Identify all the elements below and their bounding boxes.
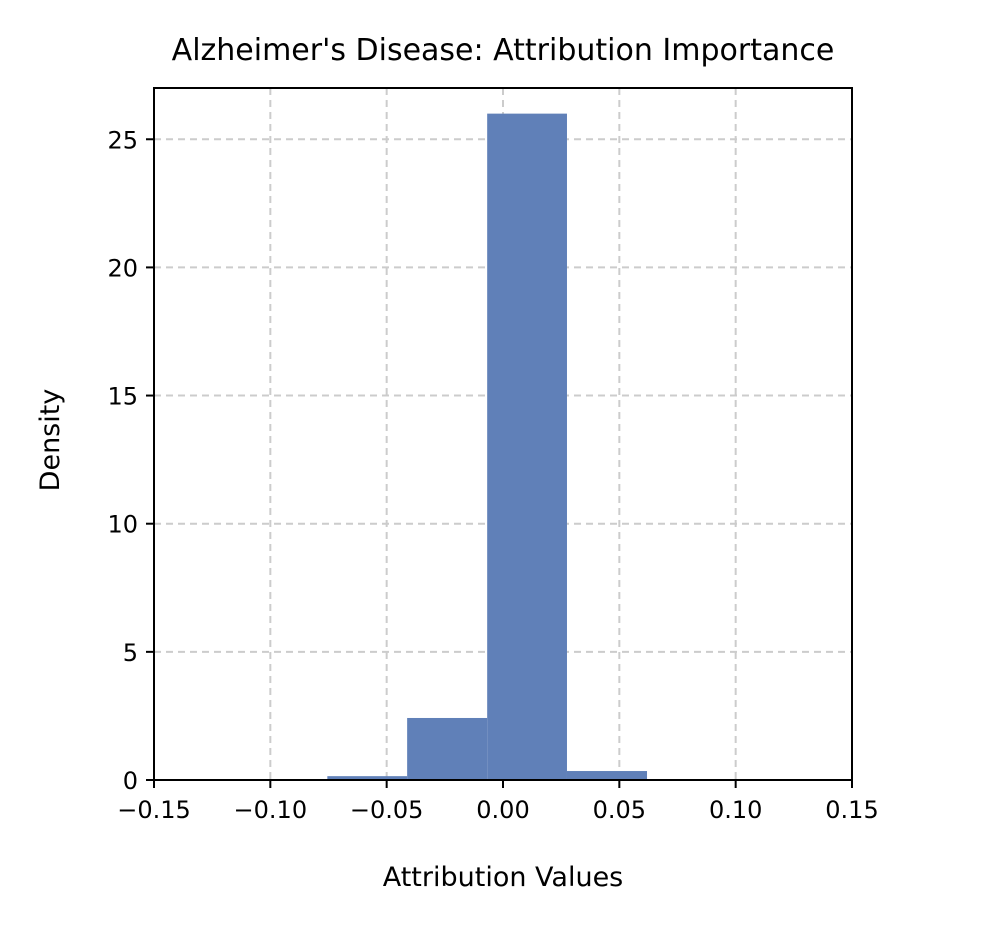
x-axis-ticks: −0.15 −0.10 −0.05 0.00 0.05 0.10 0.15	[117, 780, 879, 824]
x-tick-label: −0.15	[117, 796, 191, 824]
histogram-bar	[407, 717, 488, 780]
y-tick-label: 10	[107, 511, 138, 539]
y-tick-label: 15	[107, 383, 138, 411]
x-tick-label: 0.00	[476, 796, 529, 824]
chart-title: Alzheimer's Disease: Attribution Importa…	[172, 33, 835, 68]
histogram-bar	[566, 771, 648, 780]
x-tick-label: 0.05	[593, 796, 646, 824]
y-tick-label: 0	[123, 767, 138, 795]
histogram-bars	[327, 113, 648, 780]
x-tick-label: 0.15	[825, 796, 878, 824]
x-tick-label: −0.05	[350, 796, 424, 824]
x-tick-label: 0.10	[709, 796, 762, 824]
y-axis-label: Density	[35, 389, 66, 492]
x-axis-label: Attribution Values	[383, 862, 624, 893]
histogram-bar	[487, 113, 567, 780]
y-tick-label: 20	[107, 254, 138, 282]
x-tick-label: −0.10	[234, 796, 308, 824]
histogram-bar	[327, 776, 408, 780]
y-tick-label: 25	[107, 126, 138, 154]
y-tick-label: 5	[123, 639, 138, 667]
y-axis-ticks: 0 5 10 15 20 25	[107, 126, 154, 795]
